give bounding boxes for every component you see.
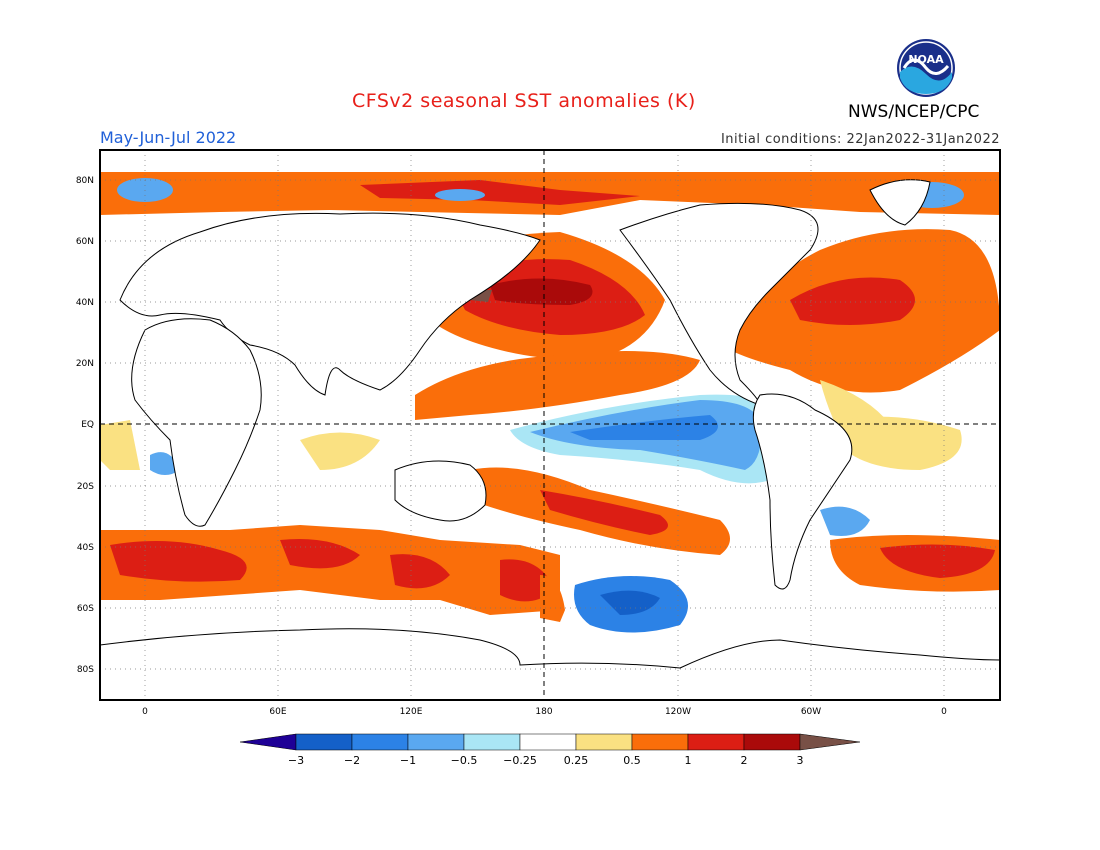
noaa-logo-text: NOAA bbox=[908, 53, 944, 66]
colorbar-label: 3 bbox=[797, 754, 804, 767]
colorbar-cell bbox=[407, 733, 465, 751]
south-america bbox=[752, 393, 853, 590]
lon-label: 60E bbox=[269, 707, 286, 717]
colorbar-cell bbox=[351, 733, 409, 751]
colorbar-label: −0.5 bbox=[451, 754, 478, 767]
anomaly-field bbox=[100, 150, 1000, 700]
organization-label: NWS/NCEP/CPC bbox=[848, 102, 980, 122]
colorbar-cell bbox=[295, 733, 353, 751]
colorbar-max-arrow bbox=[799, 733, 861, 751]
colorbar-label: −0.25 bbox=[503, 754, 537, 767]
colorbar-label: −1 bbox=[400, 754, 416, 767]
north-america bbox=[619, 202, 819, 406]
tropical-pacific-warm bbox=[415, 351, 700, 420]
colorbar-label: 1 bbox=[685, 754, 692, 767]
colorbar-label: 0.25 bbox=[564, 754, 589, 767]
map-gridlines bbox=[100, 150, 1000, 700]
africa bbox=[131, 318, 262, 527]
lat-label: 40S bbox=[77, 543, 94, 553]
colorbar-label: −3 bbox=[288, 754, 304, 767]
longitude-axis: 0 60E 120E 180 120W 60W 0 bbox=[142, 707, 947, 717]
equator-dateline bbox=[100, 150, 1000, 700]
lon-label: 0 bbox=[142, 707, 148, 717]
antarctica bbox=[100, 628, 1000, 700]
lat-label: 40N bbox=[76, 298, 94, 308]
colorbar-cell bbox=[631, 733, 689, 751]
lat-label: 60N bbox=[76, 237, 94, 247]
colorbar-cell bbox=[519, 733, 577, 751]
lon-label: 120E bbox=[400, 707, 423, 717]
lat-label: 60S bbox=[77, 604, 94, 614]
colorbar-label: 0.5 bbox=[623, 754, 641, 767]
map-frame bbox=[99, 149, 1001, 701]
lon-label: 0 bbox=[941, 707, 947, 717]
latitude-axis: 80N 60N 40N 20N EQ 20S 40S 60S 80S bbox=[76, 176, 94, 675]
lat-label: 20S bbox=[77, 482, 94, 492]
colorbar: −3 −2 −1 −0.5 −0.25 0.25 0.5 1 2 3 bbox=[239, 733, 861, 767]
lon-label: 120W bbox=[665, 707, 691, 717]
colorbar-min-arrow bbox=[239, 733, 297, 751]
forecast-period: May-Jun-Jul 2022 bbox=[100, 128, 237, 147]
noaa-logo: NOAA bbox=[897, 39, 955, 97]
lat-label: 20N bbox=[76, 359, 94, 369]
lon-label: 60W bbox=[801, 707, 821, 717]
colorbar-cell bbox=[687, 733, 745, 751]
greenland bbox=[869, 179, 931, 226]
colorbar-cell bbox=[743, 733, 801, 751]
lat-label: 80N bbox=[76, 176, 94, 186]
australia bbox=[394, 460, 487, 522]
colorbar-cell bbox=[463, 733, 521, 751]
colorbar-label: 2 bbox=[741, 754, 748, 767]
lat-label: 80S bbox=[77, 665, 94, 675]
initial-conditions: Initial conditions: 22Jan2022-31Jan2022 bbox=[720, 132, 1000, 147]
southern-ocean-warm bbox=[100, 525, 560, 615]
colorbar-label: −2 bbox=[344, 754, 360, 767]
colorbar-cell bbox=[575, 733, 633, 751]
lon-label: 180 bbox=[535, 707, 552, 717]
lat-label: EQ bbox=[81, 420, 94, 430]
chart-title: CFSv2 seasonal SST anomalies (K) bbox=[352, 90, 696, 112]
land-masses bbox=[100, 179, 1000, 700]
